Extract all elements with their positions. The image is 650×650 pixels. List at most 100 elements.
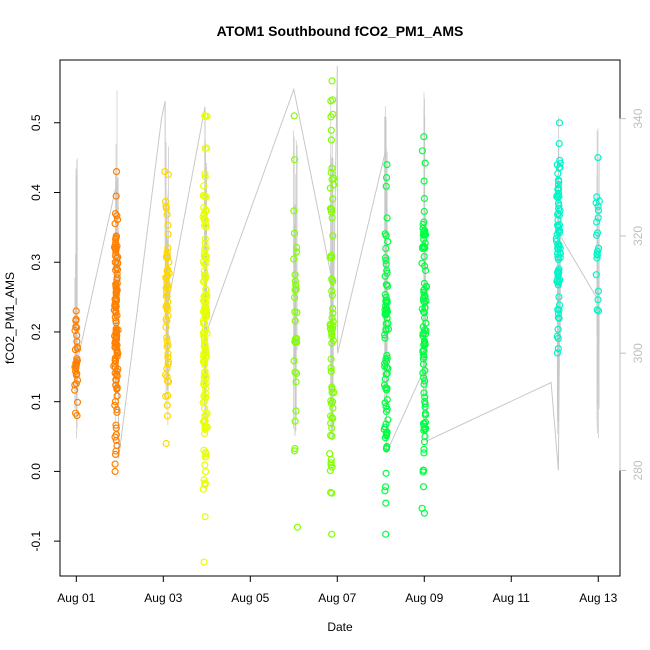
- data-point: [420, 244, 429, 252]
- data-point: [202, 223, 210, 231]
- data-point: [382, 254, 390, 262]
- data-point: [554, 334, 562, 342]
- data-point: [111, 356, 119, 364]
- data-point: [111, 460, 119, 468]
- x-tick-label: Aug 11: [493, 591, 530, 605]
- data-point: [555, 293, 563, 301]
- data-point: [554, 253, 562, 261]
- data-point: [328, 275, 336, 283]
- data-point: [327, 488, 335, 497]
- data-point: [200, 222, 209, 230]
- data-point: [327, 206, 335, 214]
- data-point: [328, 432, 336, 440]
- data-point: [329, 232, 337, 240]
- data-point: [112, 332, 120, 340]
- data-point: [111, 433, 119, 441]
- y-tick-label: 0.1: [29, 393, 43, 410]
- data-point: [594, 296, 602, 304]
- data-point: [554, 272, 562, 280]
- data-point: [420, 252, 428, 261]
- data-point: [163, 334, 171, 342]
- data-point: [328, 291, 336, 299]
- data-point: [419, 231, 427, 239]
- data-point: [420, 380, 428, 388]
- data-point: [552, 235, 560, 243]
- data-point: [202, 349, 210, 357]
- data-point: [420, 445, 428, 453]
- data-point: [382, 281, 390, 289]
- axis-layer: Aug 01 Aug 03 Aug 05 Aug 07 Aug 09 Aug 11 Aug …: [29, 108, 645, 605]
- data-point: [111, 339, 119, 347]
- data-point: [292, 369, 301, 377]
- data-point: [291, 368, 299, 376]
- data-point: [327, 136, 335, 144]
- data-point: [200, 378, 208, 386]
- data-point: [419, 351, 427, 359]
- data-point: [421, 377, 429, 385]
- data-point: [112, 421, 120, 429]
- data-point: [292, 285, 300, 293]
- right-tick-label: 300: [631, 343, 645, 363]
- data-point: [202, 452, 210, 460]
- data-point: [73, 355, 81, 363]
- data-point: [383, 214, 391, 222]
- data-point: [421, 326, 429, 334]
- x-tick-label: Aug 03: [144, 591, 182, 605]
- data-point: [201, 170, 209, 178]
- data-point: [382, 444, 391, 452]
- data-point: [328, 77, 336, 85]
- data-point: [419, 348, 427, 356]
- data-point: [420, 419, 428, 428]
- data-point: [418, 305, 426, 313]
- data-point: [328, 530, 336, 538]
- data-point: [164, 391, 172, 400]
- data-point: [72, 307, 80, 315]
- data-point: [422, 283, 431, 291]
- data-point: [112, 447, 120, 455]
- data-point: [421, 227, 429, 235]
- data-point: [553, 230, 561, 239]
- data-point: [73, 398, 82, 406]
- data-point: [203, 112, 211, 120]
- data-point: [164, 353, 172, 361]
- data-point: [164, 311, 172, 320]
- data-point: [328, 164, 336, 172]
- data-point: [163, 274, 171, 282]
- data-point: [381, 272, 389, 280]
- data-point: [556, 207, 564, 215]
- data-point: [327, 459, 335, 467]
- data-point: [112, 436, 120, 445]
- data-point: [327, 321, 335, 329]
- data-point: [594, 206, 603, 214]
- data-point: [420, 308, 428, 317]
- data-point: [113, 311, 121, 320]
- data-point: [382, 325, 390, 333]
- data-point: [201, 479, 209, 487]
- data-point: [555, 192, 563, 201]
- data-point: [112, 168, 121, 176]
- data-point: [163, 337, 171, 345]
- data-point: [329, 309, 337, 317]
- data-point: [383, 351, 391, 359]
- data-point: [419, 355, 427, 363]
- data-point: [327, 397, 335, 405]
- data-point: [555, 306, 563, 314]
- data-point: [164, 230, 172, 238]
- x-axis-label: Date: [327, 620, 353, 634]
- data-point: [163, 373, 171, 381]
- data-point: [112, 282, 120, 290]
- data-point: [328, 175, 336, 183]
- x-tick-label: Aug 13: [579, 591, 617, 605]
- data-point: [164, 377, 172, 385]
- data-point: [202, 353, 210, 362]
- data-point: [326, 253, 334, 262]
- data-point: [201, 361, 209, 369]
- data-point: [200, 336, 208, 344]
- data-point: [328, 332, 336, 340]
- data-point: [163, 401, 171, 409]
- chart-title: ATOM1 Southbound fCO2_PM1_AMS: [217, 23, 464, 39]
- data-point: [556, 156, 564, 164]
- data-point: [200, 476, 208, 484]
- data-point: [422, 424, 430, 432]
- y-tick-label: 0.0: [29, 463, 43, 480]
